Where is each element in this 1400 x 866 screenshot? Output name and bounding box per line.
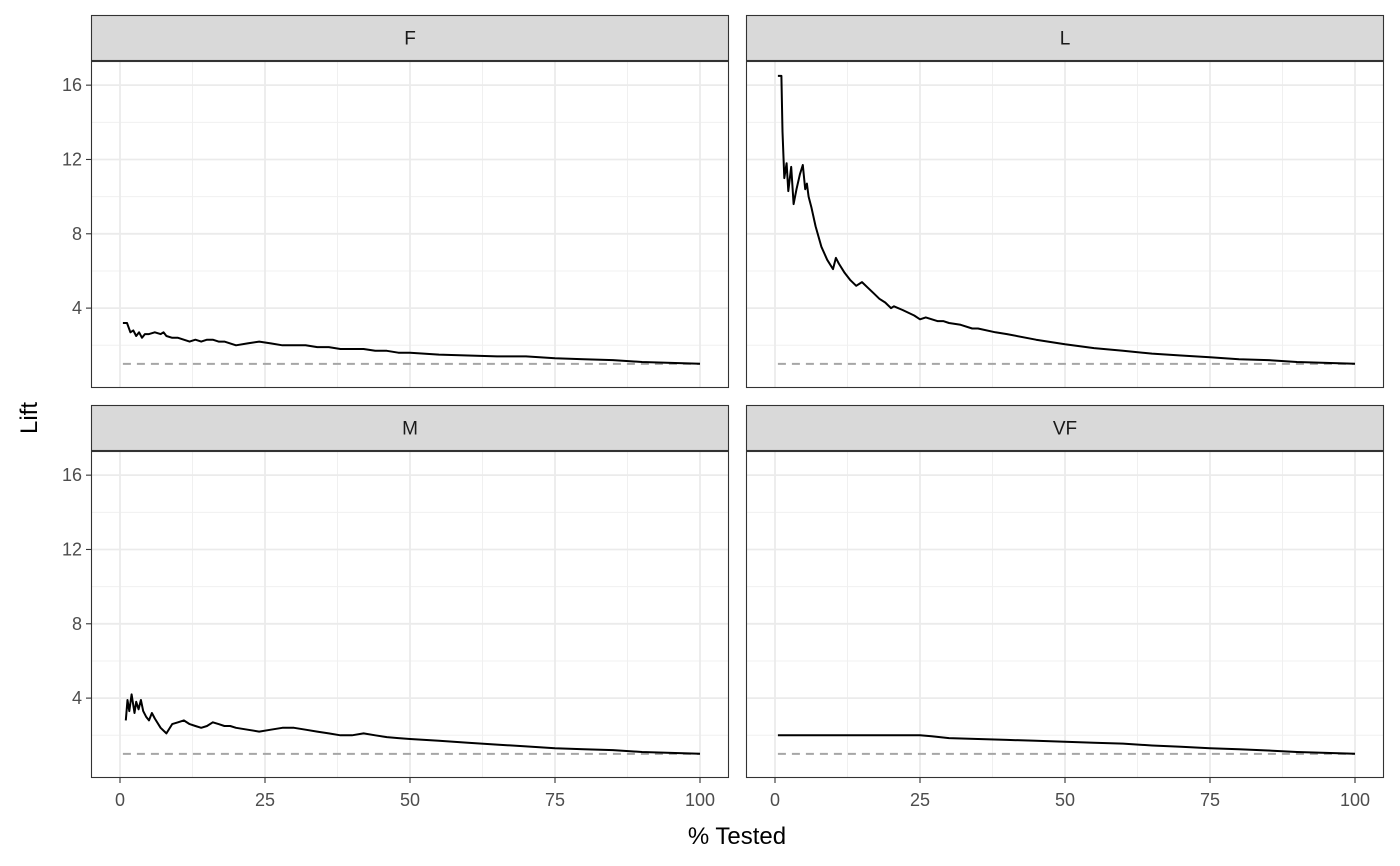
x-tick-label: 50: [1055, 790, 1075, 810]
x-tick-label: 75: [545, 790, 565, 810]
y-tick-label: 4: [72, 298, 82, 318]
facet-panel-f: F 4 8 12 16: [62, 14, 730, 389]
x-tick-label: 100: [1340, 790, 1370, 810]
x-axis-title: % Tested: [688, 823, 786, 850]
panel-border: [90, 450, 730, 779]
facet-panel-m: M 4 8 12 16 0 25 50 75 100: [62, 404, 730, 810]
y-tick-label: 12: [62, 149, 82, 169]
lift-series-line-vf: [777, 734, 1356, 755]
y-tick-label: 12: [62, 539, 82, 559]
facet-strip-label: VF: [1053, 419, 1077, 440]
facet-strip: [745, 14, 1385, 62]
facet-strip-label: F: [404, 29, 416, 50]
facet-strip: [745, 404, 1385, 452]
facet-strip: [90, 404, 730, 452]
facet-panel-l: L: [745, 14, 1385, 389]
facet-strip-label: M: [402, 419, 418, 440]
x-tick-label: 0: [115, 790, 125, 810]
facet-panel-vf: VF 0 25 50 75 100: [745, 404, 1385, 810]
x-tick-label: 25: [255, 790, 275, 810]
x-tick-label: 0: [770, 790, 780, 810]
x-tick-label: 75: [1200, 790, 1220, 810]
y-tick-label: 4: [72, 688, 82, 708]
y-axis-title: Lift: [16, 402, 43, 434]
lift-series-line-l: [777, 74, 1356, 365]
lift-series-line-f: [122, 322, 701, 365]
y-tick-label: 16: [62, 465, 82, 485]
y-tick-label: 16: [62, 75, 82, 95]
x-tick-label: 25: [910, 790, 930, 810]
y-tick-label: 8: [72, 614, 82, 634]
panel-border: [90, 60, 730, 389]
facet-panels: F 4 8 12 16 L M 4 8 12 16 0 25 50 75 100 VF 0 25 50 75 100: [62, 14, 1385, 810]
panel-border: [745, 60, 1385, 389]
facet-strip-label: L: [1060, 29, 1071, 50]
panel-border: [745, 450, 1385, 779]
y-tick-label: 8: [72, 224, 82, 244]
x-tick-label: 50: [400, 790, 420, 810]
lift-series-line-m: [124, 693, 701, 755]
x-tick-label: 100: [685, 790, 715, 810]
facet-strip: [90, 14, 730, 62]
